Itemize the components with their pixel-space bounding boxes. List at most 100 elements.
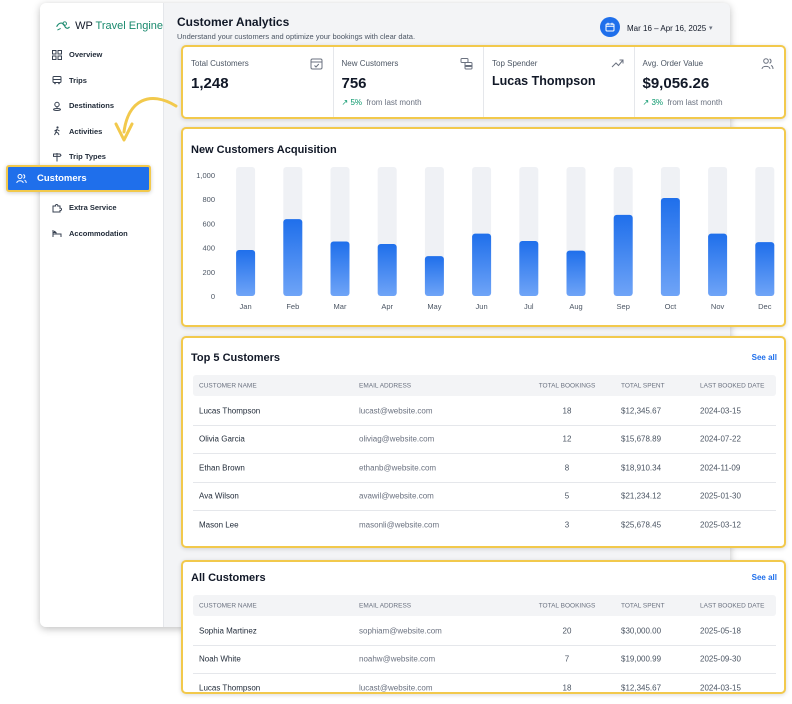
top-customers-card: Top 5 Customers See all CUSTOMER NAME EM… bbox=[181, 336, 786, 548]
trend-up-arrow-icon: ↗ bbox=[642, 98, 650, 107]
sidebar-item-overview[interactable]: Overview bbox=[40, 42, 163, 68]
table-cell: oliviag@website.com bbox=[359, 434, 435, 444]
table-row[interactable]: Mason Lee masonli@website.com 3 $25,678.45 2… bbox=[193, 511, 776, 540]
table-cell: $30,000.00 bbox=[621, 626, 662, 636]
all-customers-title: All Customers bbox=[191, 572, 266, 584]
stat-change-text: from last month bbox=[667, 98, 723, 107]
sidebar-item-label: Activities bbox=[69, 126, 103, 136]
sidebar-item-activities[interactable]: Activities bbox=[40, 119, 163, 145]
y-tick-label: 1,000 bbox=[196, 171, 215, 180]
bed-icon bbox=[52, 230, 62, 238]
column-header-bookings: TOTAL BOOKINGS bbox=[538, 382, 596, 389]
bar-feb[interactable] bbox=[283, 219, 303, 296]
calendar-icon bbox=[605, 22, 615, 32]
sidebar-item-extra-service[interactable]: Extra Service bbox=[40, 195, 163, 221]
pin-icon bbox=[53, 101, 61, 111]
bar-nov[interactable] bbox=[708, 233, 728, 296]
bar-apr[interactable] bbox=[377, 243, 397, 296]
table-cell: noahw@website.com bbox=[359, 654, 436, 664]
sidebar-item-customers[interactable]: Customers bbox=[6, 165, 151, 192]
table-header: CUSTOMER NAME EMAIL ADDRESS TOTAL BOOKIN… bbox=[193, 375, 776, 396]
bar-aug[interactable] bbox=[566, 250, 586, 296]
date-picker-button[interactable] bbox=[600, 17, 620, 37]
stat-value: 756 bbox=[341, 75, 367, 92]
trend-up-icon bbox=[611, 59, 623, 68]
users-icon bbox=[761, 58, 774, 70]
table-cell: $12,345.67 bbox=[621, 406, 662, 416]
sidebar-item-label: Customers bbox=[37, 173, 87, 184]
y-tick-label: 0 bbox=[211, 292, 215, 301]
sidebar-item-trip-types[interactable]: Trip Types bbox=[40, 144, 163, 170]
brand-logo-icon bbox=[56, 20, 70, 30]
table-row[interactable]: Sophia Martinez sophiam@website.com 20 $30,… bbox=[193, 617, 776, 646]
table-cell: Olivia Garcia bbox=[199, 434, 245, 444]
chevron-down-icon[interactable]: ▾ bbox=[709, 25, 713, 32]
table-cell: 2025-09-30 bbox=[700, 654, 741, 664]
table-row[interactable]: Ethan Brown ethanb@website.com 8 $18,910.34… bbox=[193, 454, 776, 483]
bar-dec[interactable] bbox=[755, 242, 775, 296]
table-cell: 2025-03-12 bbox=[700, 520, 741, 530]
sidebar-item-label: Accommodation bbox=[69, 228, 128, 238]
see-all-top-customers-link[interactable]: See all bbox=[751, 353, 777, 362]
bus-icon bbox=[52, 76, 62, 85]
users-icon bbox=[16, 174, 27, 184]
table-row[interactable]: Lucas Thompson lucast@website.com 18 $12,34… bbox=[193, 397, 776, 426]
bar-may[interactable] bbox=[424, 256, 444, 296]
x-tick-label: Mar bbox=[334, 302, 347, 311]
sidebar-item-accommodation[interactable]: Accommodation bbox=[40, 221, 163, 247]
table-cell: 18 bbox=[562, 683, 572, 693]
table-cell: $18,910.34 bbox=[621, 463, 662, 473]
hiker-icon bbox=[54, 126, 60, 136]
puzzle-icon bbox=[52, 203, 62, 213]
column-header-bookings: TOTAL BOOKINGS bbox=[538, 602, 596, 609]
x-tick-label: Nov bbox=[711, 302, 725, 311]
bar-jun[interactable] bbox=[472, 233, 492, 296]
table-cell: 5 bbox=[564, 491, 570, 501]
stat-value: $9,056.26 bbox=[642, 75, 710, 92]
bar-jan[interactable] bbox=[236, 250, 256, 296]
grid-icon bbox=[52, 49, 62, 60]
see-all-all-customers-link[interactable]: See all bbox=[751, 573, 777, 582]
table-cell: $19,000.99 bbox=[621, 654, 662, 664]
stat-label: Total Customers bbox=[191, 59, 249, 68]
table-row[interactable]: Ava Wilson avawil@website.com 5 $21,234.12 2… bbox=[193, 483, 776, 511]
stat-change-value: 5% bbox=[350, 98, 362, 107]
brand-name-part1: WP bbox=[75, 19, 96, 32]
table-cell: 2024-07-22 bbox=[700, 434, 741, 444]
table-cell: 2025-01-30 bbox=[700, 491, 741, 501]
coins-icon bbox=[460, 58, 473, 70]
bar-sep[interactable] bbox=[613, 214, 633, 296]
date-range[interactable]: Mar 16 – Apr 16, 2025 bbox=[627, 24, 707, 33]
table-cell: Sophia Martinez bbox=[199, 626, 257, 636]
x-tick-label: Feb bbox=[286, 302, 299, 311]
page-subtitle: Understand your customers and optimize y… bbox=[177, 32, 416, 41]
table-row[interactable]: Olivia Garcia oliviag@website.com 12 $15,67… bbox=[193, 426, 776, 454]
table-row[interactable]: Noah White noahw@website.com 7 $19,000.99 20… bbox=[193, 646, 776, 674]
main-content: Customer Analytics Understand your custo… bbox=[164, 3, 730, 627]
table-cell: Mason Lee bbox=[199, 520, 239, 530]
table-cell: sophiam@website.com bbox=[359, 626, 442, 636]
table-cell: $25,678.45 bbox=[621, 520, 662, 530]
top-customers-title: Top 5 Customers bbox=[191, 352, 281, 364]
bar-mar[interactable] bbox=[330, 241, 350, 296]
bar-oct[interactable] bbox=[660, 197, 680, 296]
table-cell: 7 bbox=[564, 654, 570, 664]
bar-chart: 0 200 400 600 800 1,000 Jan Feb Mar Apr May Jun Jul A… bbox=[196, 167, 775, 311]
stat-value: Lucas Thompson bbox=[492, 74, 596, 88]
table-cell: 20 bbox=[562, 626, 572, 636]
table-cell: Lucas Thompson bbox=[199, 683, 261, 693]
y-tick-label: 200 bbox=[202, 268, 215, 277]
column-header-name: CUSTOMER NAME bbox=[199, 602, 257, 609]
sidebar-item-label: Trip Types bbox=[69, 152, 106, 162]
sidebar-item-label: Trips bbox=[69, 75, 87, 85]
stat-top-spender: Top Spender Lucas Thompson bbox=[483, 47, 634, 117]
table-cell: $12,345.67 bbox=[621, 683, 662, 693]
sidebar-nav: Overview Trips Destinations Activities T… bbox=[40, 42, 163, 246]
sidebar-item-trips[interactable]: Trips bbox=[40, 68, 163, 94]
sidebar-item-destinations[interactable]: Destinations bbox=[40, 93, 163, 119]
calendar-check-icon bbox=[310, 58, 322, 70]
column-header-date: LAST BOOKED DATE bbox=[700, 602, 765, 609]
bar-jul[interactable] bbox=[519, 240, 539, 296]
table-cell: 2024-11-09 bbox=[700, 463, 741, 473]
table-row[interactable]: Lucas Thompson lucast@website.com 18 $12,34… bbox=[193, 674, 776, 693]
